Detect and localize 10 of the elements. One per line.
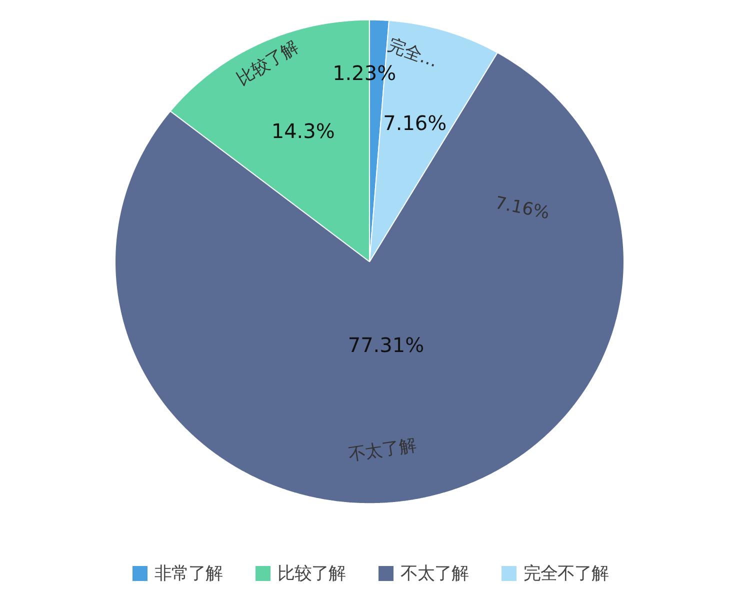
text: 不太了解 [347,435,418,466]
data-label: 77.31% [348,332,424,357]
legend-label: 比较了解 [278,563,346,585]
legend-label: 非常了解 [154,563,222,585]
legend-label: 完全不了解 [524,563,608,585]
data-label: 14.3% [271,119,335,144]
text: 比较了解 [233,37,302,90]
text: 7.16% [493,193,552,224]
data-label: 7.16% [383,111,447,136]
legend-label: 不太了解 [400,563,468,585]
